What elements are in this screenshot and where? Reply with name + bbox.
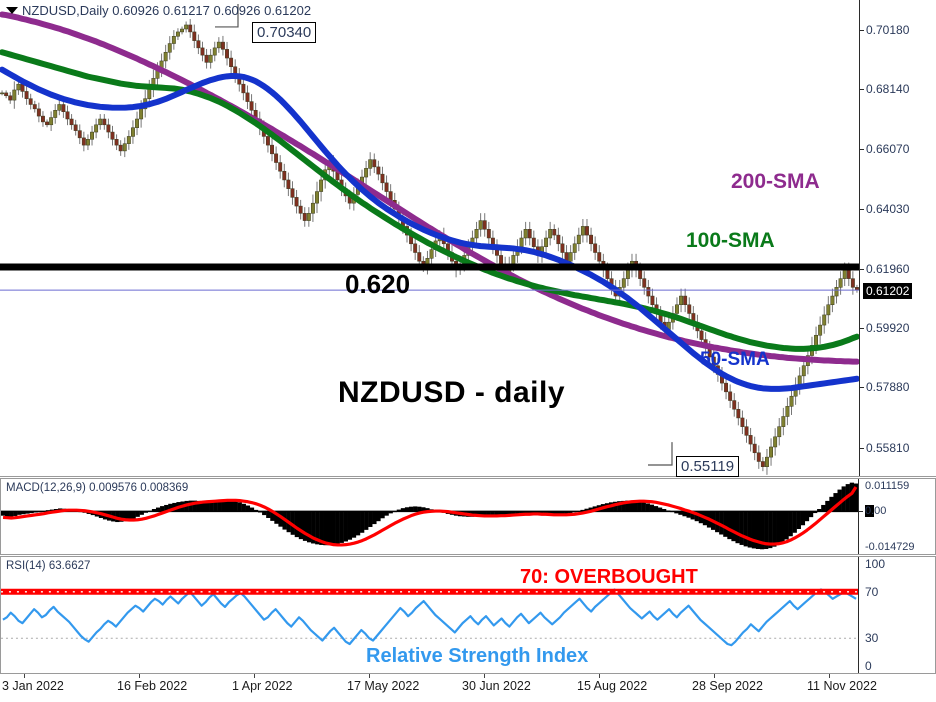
- date-axis-tick: [139, 674, 140, 678]
- macd-info-line: MACD(12,26,9) 0.009576 0.008369: [6, 482, 189, 494]
- date-axis-label: 16 Feb 2022: [117, 679, 188, 693]
- date-axis[interactable]: 3 Jan 2022 16 Feb 2022 1 Apr 2022 17 May 20…: [0, 674, 936, 702]
- rsi-axis-tick: 100: [865, 557, 886, 571]
- date-axis-label: 17 May 2022: [347, 679, 420, 693]
- sma200-label: 200-SMA: [731, 170, 820, 193]
- macd-plot-svg: [1, 482, 858, 550]
- price-axis-tick: 0.57880: [859, 380, 910, 395]
- rsi-axis[interactable]: 100 70 30 0: [858, 557, 935, 673]
- current-price-tag: 0.61202: [863, 282, 913, 299]
- rsi-axis-tick: 30: [865, 631, 879, 646]
- macd-plot-area[interactable]: [1, 479, 858, 554]
- date-axis-tick: [254, 674, 255, 678]
- rsi-plot-area[interactable]: [1, 557, 858, 673]
- price-axis-tick: 0.70180: [859, 22, 910, 37]
- support-level-label: 0.620: [345, 269, 411, 299]
- macd-axis-tick: 0.011159: [865, 480, 910, 492]
- price-axis-tick: 0.55810: [859, 440, 910, 455]
- rsi-panel[interactable]: RSI(14) 63.6627 100 70 30 0: [0, 556, 936, 674]
- date-axis-tick: [24, 674, 25, 678]
- macd-axis[interactable]: 0.011159 -0.014729 0.00: [858, 479, 935, 554]
- macd-axis-tick: -0.014729: [865, 541, 915, 553]
- symbol-info-line: NZDUSD,Daily 0.60926 0.61217 0.60926 0.6…: [22, 3, 312, 18]
- macd-zero-tag: 0.00: [858, 505, 887, 518]
- price-axis-tick: 0.68140: [859, 82, 910, 96]
- price-axis[interactable]: 0.70180 0.68140 0.66070 0.64030 0.61960 0.599…: [859, 0, 936, 476]
- rsi-axis-tick: 70: [865, 584, 879, 599]
- date-axis-tick: [599, 674, 600, 678]
- rsi-info-line: RSI(14) 63.6627: [6, 560, 91, 572]
- sma50-label: 50-SMA: [700, 349, 770, 370]
- price-axis-tick: 0.59920: [859, 321, 910, 336]
- rsi-axis-tick: 0: [865, 659, 872, 673]
- date-axis-label: 3 Jan 2022: [2, 679, 64, 693]
- date-axis-label: 11 Nov 2022: [807, 679, 877, 693]
- price-chart-panel[interactable]: NZDUSD,Daily 0.60926 0.61217 0.60926 0.6…: [0, 0, 936, 477]
- rsi-series-label: Relative Strength Index: [366, 645, 589, 667]
- date-axis-tick: [369, 674, 370, 678]
- chevron-down-icon[interactable]: [6, 7, 18, 14]
- sma100-label: 100-SMA: [686, 229, 775, 252]
- date-axis-tick: [829, 674, 830, 678]
- overbought-label: 70: OVERBOUGHT: [520, 566, 698, 588]
- rsi-plot-svg: [1, 588, 858, 647]
- macd-panel[interactable]: MACD(12,26,9) 0.009576 0.008369 0.011159…: [0, 478, 936, 555]
- swing-high-callout: 0.70340: [252, 22, 317, 43]
- date-axis-tick: [484, 674, 485, 678]
- date-axis-label: 1 Apr 2022: [232, 679, 293, 693]
- date-axis-label: 15 Aug 2022: [577, 679, 648, 693]
- date-axis-label: 28 Sep 2022: [692, 679, 763, 693]
- swing-low-callout: 0.55119: [676, 456, 740, 477]
- date-axis-tick: [714, 674, 715, 678]
- price-plot-area[interactable]: [0, 0, 859, 476]
- date-axis-label: 30 Jun 2022: [462, 679, 531, 693]
- price-plot-svg: [0, 3, 859, 475]
- chart-title: NZDUSD - daily: [338, 376, 566, 409]
- price-axis-tick: 0.66070: [859, 142, 910, 157]
- price-axis-tick: 0.61960: [859, 261, 910, 276]
- price-axis-tick: 0.64030: [859, 201, 910, 216]
